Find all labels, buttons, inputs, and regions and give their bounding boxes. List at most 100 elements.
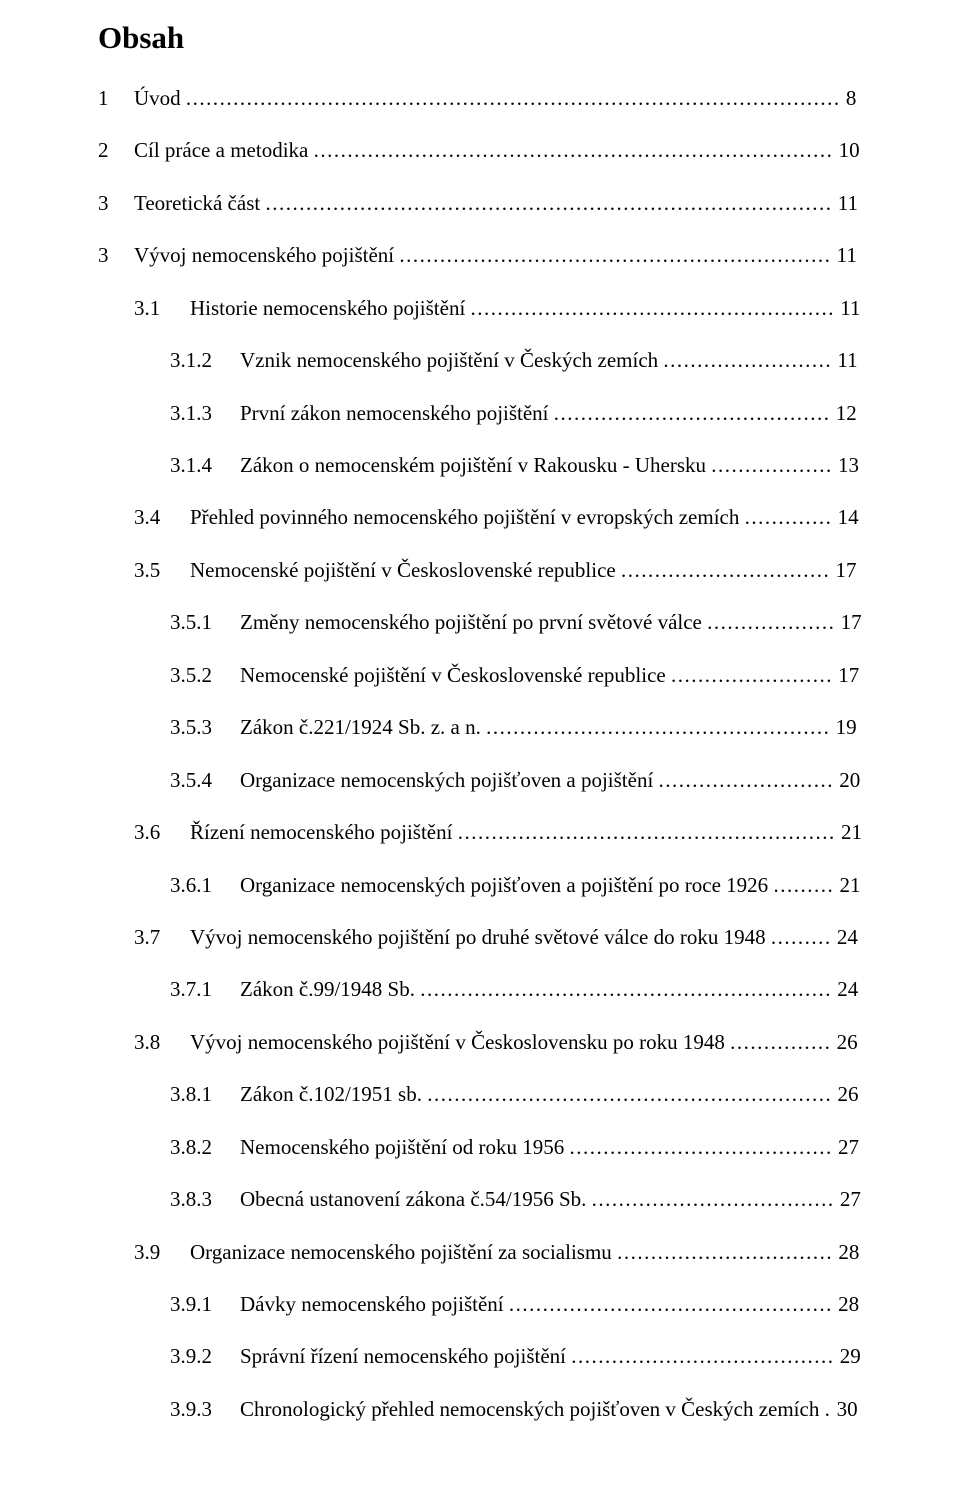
toc-entry-page: 11 (835, 296, 860, 320)
toc-entry-number: 3.5.3 (170, 712, 240, 742)
toc-entry[interactable]: 1Úvod ..................................… (98, 83, 862, 113)
toc-entry[interactable]: 3.8Vývoj nemocenského pojištění v Českos… (98, 1027, 862, 1057)
toc-leader-dots: ........................................… (399, 243, 831, 267)
toc-entry[interactable]: 3.1.3První zákon nemocenského pojištění … (98, 398, 862, 428)
toc-entry-label: Zákon č.221/1924 Sb. z. a n. (240, 715, 486, 739)
toc-entry-page: 26 (832, 1082, 858, 1106)
toc-entry-number: 3.5.4 (170, 765, 240, 795)
toc-leader-dots: ............. (745, 505, 833, 529)
toc-entry-page: 24 (832, 925, 858, 949)
toc-entry-number: 3.8.1 (170, 1079, 240, 1109)
toc-entry-page: 28 (833, 1292, 859, 1316)
toc-entry-number: 3.6.1 (170, 870, 240, 900)
toc-entry-label: Organizace nemocenských pojišťoven a poj… (240, 768, 659, 792)
toc-leader-dots: ........................................… (486, 715, 830, 739)
toc-entry-page: 26 (831, 1030, 857, 1054)
toc-entry[interactable]: 3.8.2Nemocenského pojištění od roku 1956… (98, 1132, 862, 1162)
toc-entry-page: 13 (833, 453, 859, 477)
toc-entry-number: 3.1.2 (170, 345, 240, 375)
toc-entry-label: Řízení nemocenského pojištění (190, 820, 458, 844)
toc-entry[interactable]: 3.9.2Správní řízení nemocenského pojiště… (98, 1341, 862, 1371)
toc-entry-page: 10 (833, 138, 859, 162)
toc-leader-dots: ............... (730, 1030, 831, 1054)
toc-entry-number: 3.9 (134, 1237, 190, 1267)
toc-entry[interactable]: 3.5.4Organizace nemocenských pojišťoven … (98, 765, 862, 795)
toc-entry-number: 3.8 (134, 1027, 190, 1057)
toc-entry-page: 17 (835, 610, 861, 634)
toc-entry-number: 3.6 (134, 817, 190, 847)
toc-leader-dots: ........................................… (420, 977, 832, 1001)
toc-entry-label: Organizace nemocenských pojišťoven a poj… (240, 873, 773, 897)
toc-title: Obsah (98, 16, 862, 61)
toc-entry[interactable]: 3.1.2Vznik nemocenského pojištění v Česk… (98, 345, 862, 375)
toc-entry-label: Úvod (134, 86, 186, 110)
toc-entry-page: 27 (835, 1187, 861, 1211)
toc-leader-dots: ................................ (617, 1240, 833, 1264)
toc-entry[interactable]: 3.9Organizace nemocenského pojištění za … (98, 1237, 862, 1267)
toc-entry[interactable]: 3.1.4Zákon o nemocenském pojištění v Rak… (98, 450, 862, 480)
toc-entry-number: 3.7 (134, 922, 190, 952)
toc-leader-dots: ........................................… (471, 296, 836, 320)
toc-leader-dots: ................... (707, 610, 835, 634)
toc-entry-number: 3.9.2 (170, 1341, 240, 1371)
toc-leader-dots: ......... (771, 925, 832, 949)
toc-entry-page: 27 (833, 1135, 859, 1159)
toc-entry-number: 2 (98, 135, 134, 165)
toc-leader-dots: .......................... (659, 768, 835, 792)
toc-leader-dots: .................. (711, 453, 833, 477)
toc-entry-number: 3.1.4 (170, 450, 240, 480)
toc-leader-dots: ....................................... (571, 1344, 834, 1368)
toc-entry-label: Zákon o nemocenském pojištění v Rakousku… (240, 453, 711, 477)
toc-entry-label: Teoretická část (134, 191, 265, 215)
toc-entry[interactable]: 3Teoretická část .......................… (98, 188, 862, 218)
toc-entry-page: 21 (834, 873, 860, 897)
toc-entry-label: Organizace nemocenského pojištění za soc… (190, 1240, 617, 1264)
toc-entry[interactable]: 3.8.1Zákon č.102/1951 sb. ..............… (98, 1079, 862, 1109)
toc-entry[interactable]: 3.8.3Obecná ustanovení zákona č.54/1956 … (98, 1184, 862, 1214)
toc-entry[interactable]: 3.5.2Nemocenské pojištění v Českoslovens… (98, 660, 862, 690)
toc-entry-label: Zákon č.102/1951 sb. (240, 1082, 427, 1106)
toc-entry[interactable]: 3.1Historie nemocenského pojištění .....… (98, 293, 862, 323)
toc-leader-dots: ........................................… (509, 1292, 833, 1316)
toc-entry-label: Dávky nemocenského pojištění (240, 1292, 509, 1316)
toc-leader-dots: ......... (773, 873, 834, 897)
toc-entry-page: 29 (835, 1344, 861, 1368)
toc-entry-label: Nemocenské pojištění v Československé re… (190, 558, 621, 582)
toc-leader-dots: ........................................… (427, 1082, 832, 1106)
toc-entry[interactable]: 3.5Nemocenské pojištění v Československé… (98, 555, 862, 585)
toc-entry[interactable]: 3.5.1Změny nemocenského pojištění po prv… (98, 607, 862, 637)
toc-entry-page: 11 (831, 243, 856, 267)
toc-entry[interactable]: 3Vývoj nemocenského pojištění ..........… (98, 240, 862, 270)
toc-entry[interactable]: 3.6Řízení nemocenského pojištění .......… (98, 817, 862, 847)
toc-entry[interactable]: 3.6.1Organizace nemocenských pojišťoven … (98, 870, 862, 900)
toc-entry[interactable]: 3.7Vývoj nemocenského pojištění po druhé… (98, 922, 862, 952)
toc-entry-label: Vývoj nemocenského pojištění v Českoslov… (190, 1030, 730, 1054)
toc-entry[interactable]: 3.9.3Chronologický přehled nemocenských … (98, 1394, 862, 1424)
toc-entry[interactable]: 3.5.3Zákon č.221/1924 Sb. z. a n. ......… (98, 712, 862, 742)
toc-entry-number: 3.5 (134, 555, 190, 585)
toc-leader-dots: ....................................... (570, 1135, 833, 1159)
toc-entry-page: 11 (832, 348, 857, 372)
toc-entry-label: Vznik nemocenského pojištění v Českých z… (240, 348, 663, 372)
toc-entry[interactable]: 2Cíl práce a metodika ..................… (98, 135, 862, 165)
toc-entry-label: Cíl práce a metodika (134, 138, 314, 162)
toc-entry-label: Nemocenské pojištění v Československé re… (240, 663, 671, 687)
toc-leader-dots: ........................................… (314, 138, 834, 162)
toc-entry[interactable]: 3.7.1Zákon č.99/1948 Sb. ...............… (98, 974, 862, 1004)
toc-entry-page: 21 (836, 820, 862, 844)
toc-entry-number: 3.1 (134, 293, 190, 323)
toc-leader-dots: .................................... (592, 1187, 835, 1211)
toc-entry-page: 8 (841, 86, 857, 110)
toc-leader-dots: ........................................… (554, 401, 831, 425)
toc-entry-label: Změny nemocenského pojištění po první sv… (240, 610, 707, 634)
toc-leader-dots: ............................... (621, 558, 830, 582)
toc-leader-dots: ........................ (671, 663, 833, 687)
toc-entry[interactable]: 3.9.1Dávky nemocenského pojištění ......… (98, 1289, 862, 1319)
toc-entry-label: Vývoj nemocenského pojištění (134, 243, 399, 267)
toc-entry[interactable]: 3.4Přehled povinného nemocenského pojišt… (98, 502, 862, 532)
toc-entry-number: 3.5.2 (170, 660, 240, 690)
toc-entry-page: 14 (832, 505, 858, 529)
toc-entry-label: Správní řízení nemocenského pojištění (240, 1344, 571, 1368)
toc-entry-number: 3.9.1 (170, 1289, 240, 1319)
toc-entry-number: 3.8.3 (170, 1184, 240, 1214)
